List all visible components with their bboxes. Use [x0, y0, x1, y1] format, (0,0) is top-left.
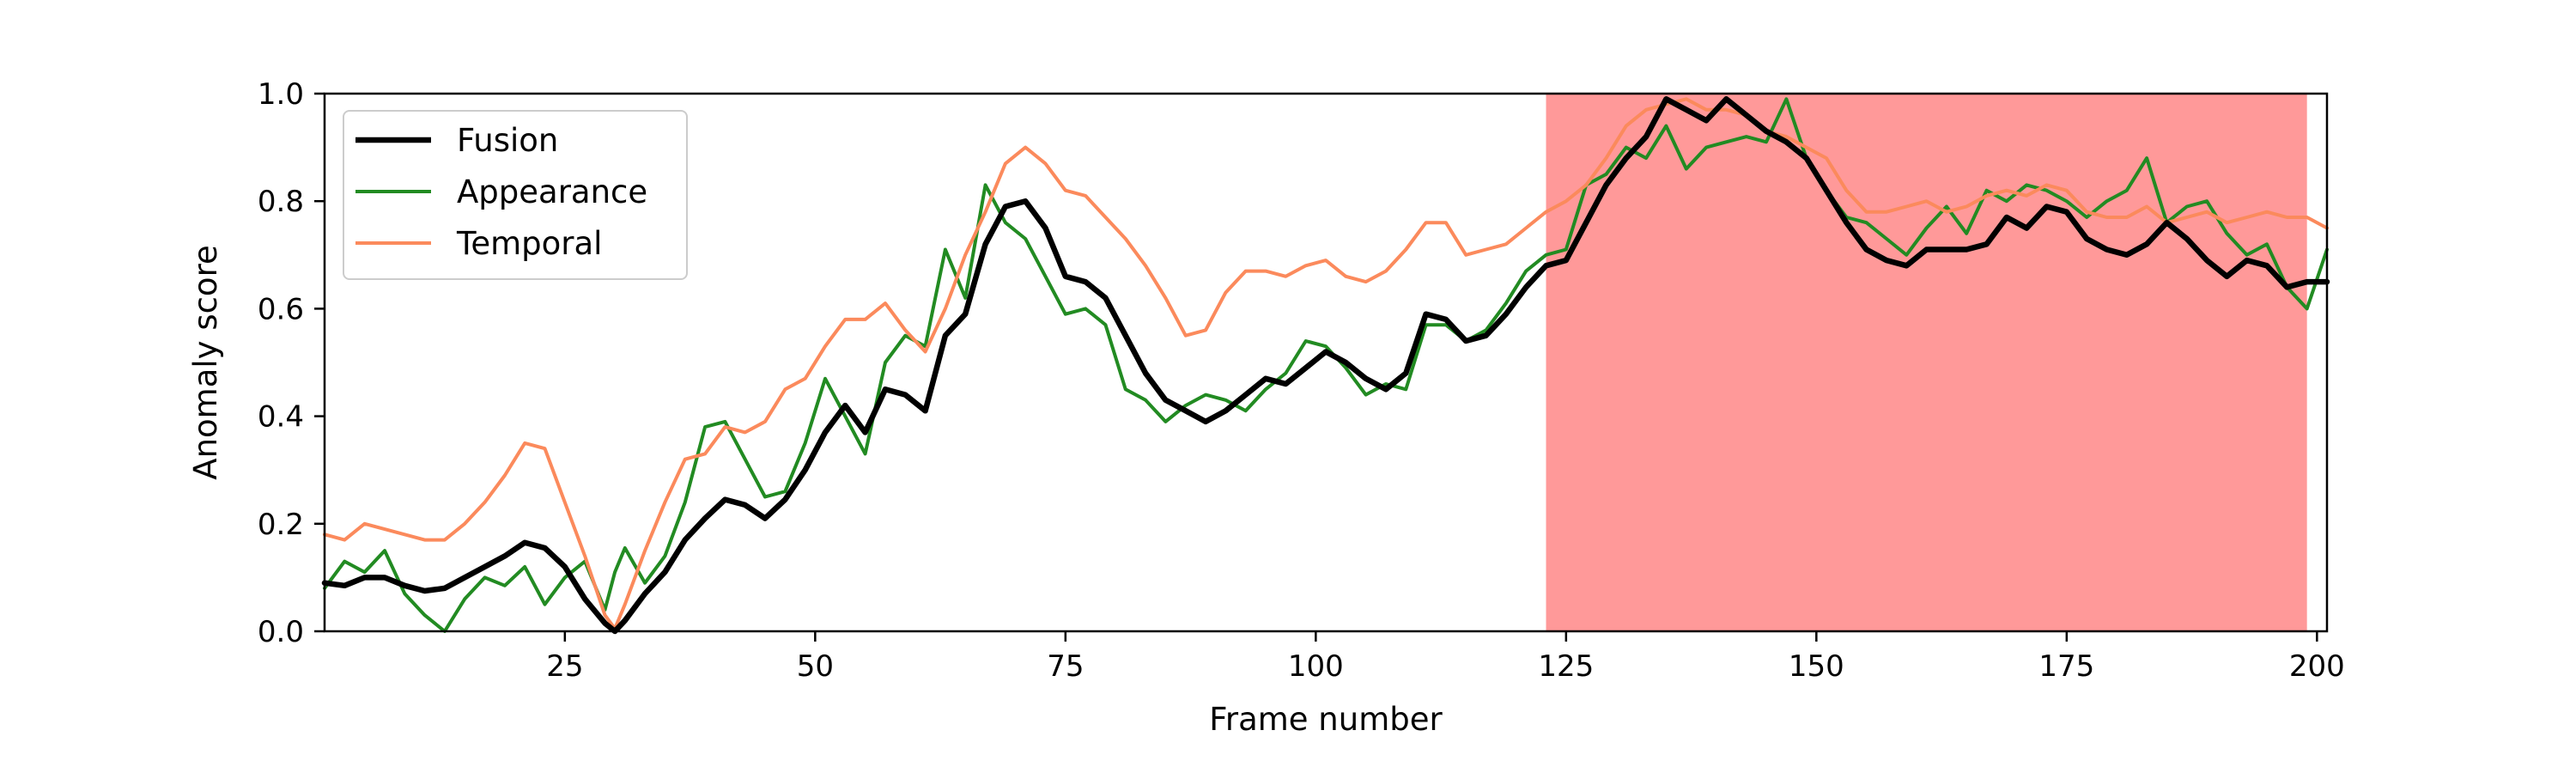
- x-tick-label: 200: [2289, 649, 2345, 684]
- y-tick-label: 0.2: [258, 508, 304, 542]
- series-layer: [321, 96, 2330, 635]
- y-tick-label: 0.4: [258, 400, 304, 435]
- plot-frame: [323, 92, 2329, 633]
- anomaly-region: [1546, 94, 2307, 631]
- x-tick-label: 100: [1288, 649, 1344, 684]
- series-line-temporal: [323, 97, 2329, 630]
- legend: Fusion Appearance Temporal: [343, 110, 688, 280]
- x-tick-label: 150: [1789, 649, 1844, 684]
- highlight-region-layer: [1546, 94, 2307, 631]
- y-tick-label: 0.6: [258, 292, 304, 326]
- legend-label-fusion: Fusion: [457, 122, 558, 159]
- x-tick-label: 175: [2038, 649, 2094, 684]
- x-axis-title: Frame number: [1209, 701, 1443, 738]
- series-line-appearance: [323, 97, 2329, 633]
- series-line-fusion: [321, 96, 2330, 635]
- y-tick-label: 0.0: [258, 615, 304, 649]
- y-tick-label: 1.0: [258, 77, 304, 112]
- x-tick-label: 75: [1047, 649, 1084, 684]
- y-axis: 0.0 0.2 0.4 0.6 0.8 1.0: [258, 77, 325, 649]
- x-tick-label: 25: [546, 649, 583, 684]
- y-tick-label: 0.8: [258, 185, 304, 219]
- legend-label-appearance: Appearance: [457, 173, 647, 210]
- legend-label-temporal: Temporal: [456, 225, 602, 262]
- x-axis: 25 50 75 100 125 150 175 200: [546, 631, 2345, 684]
- x-tick-label: 125: [1538, 649, 1594, 684]
- legend-box: [343, 110, 688, 280]
- y-axis-title: Anomaly score: [187, 245, 224, 479]
- x-tick-label: 50: [797, 649, 834, 684]
